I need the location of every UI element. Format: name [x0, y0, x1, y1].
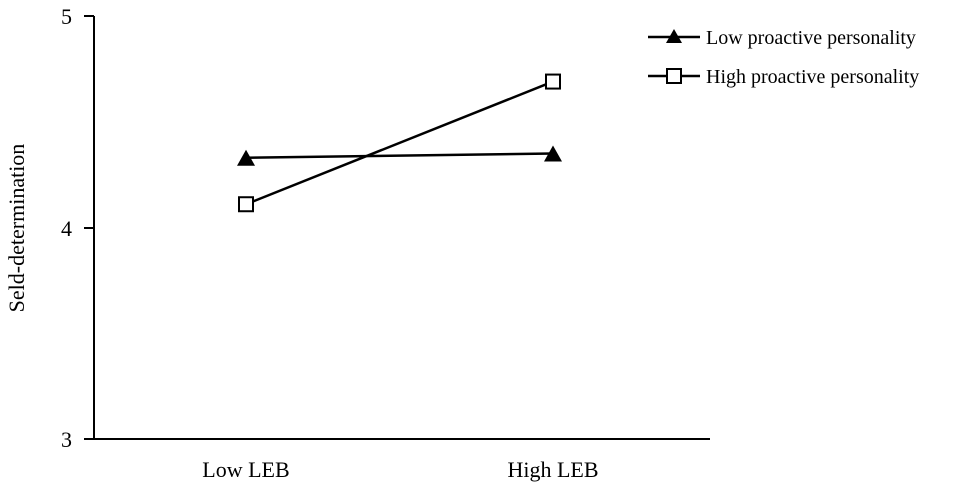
data-point-low-proactive-high-leb — [544, 145, 562, 162]
series-line-high-proactive — [245, 80, 554, 206]
x-category-label: High LEB — [507, 457, 598, 482]
legend-marker-triangle-icon — [666, 29, 682, 43]
legend-marker-square-icon — [666, 68, 682, 84]
y-axis-title: Seld-determination — [4, 144, 29, 313]
data-point-high-proactive-low-leb — [238, 196, 254, 213]
legend-label-high-proactive: High proactive personality — [706, 66, 919, 88]
legend-label-low-proactive: Low proactive personality — [706, 27, 916, 49]
y-tick-label: 3 — [61, 427, 72, 452]
data-point-low-proactive-low-leb — [237, 149, 255, 166]
data-point-high-proactive-high-leb — [545, 73, 561, 90]
y-tick-label: 5 — [61, 4, 72, 29]
y-tick-label: 4 — [61, 216, 72, 241]
series-line-low-proactive — [245, 152, 554, 159]
legend: Low proactive personality High proactive… — [648, 27, 919, 88]
x-category-label: Low LEB — [202, 457, 289, 482]
